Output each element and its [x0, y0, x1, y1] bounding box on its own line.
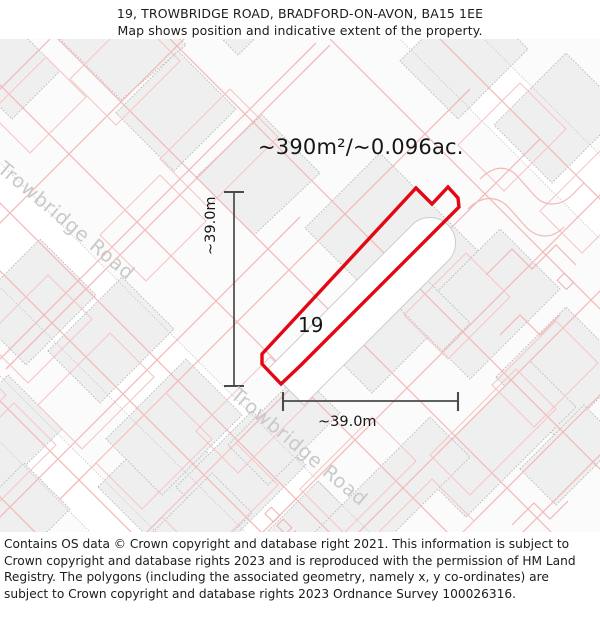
map-header: 19, TROWBRIDGE ROAD, BRADFORD-ON-AVON, B… [0, 0, 600, 39]
property-map[interactable]: ~390m²/~0.096ac. 19 ~39.0m ~39.0m Trowbr… [0, 39, 600, 532]
copyright-notice: Contains OS data © Crown copyright and d… [4, 537, 576, 601]
page-title: 19, TROWBRIDGE ROAD, BRADFORD-ON-AVON, B… [116, 6, 484, 21]
map-base-layer [0, 39, 600, 532]
dimension-lines [224, 190, 460, 411]
map-footer: Contains OS data © Crown copyright and d… [0, 532, 600, 602]
property-extent-polygon [260, 184, 461, 387]
page-subtitle: Map shows position and indicative extent… [117, 23, 483, 38]
